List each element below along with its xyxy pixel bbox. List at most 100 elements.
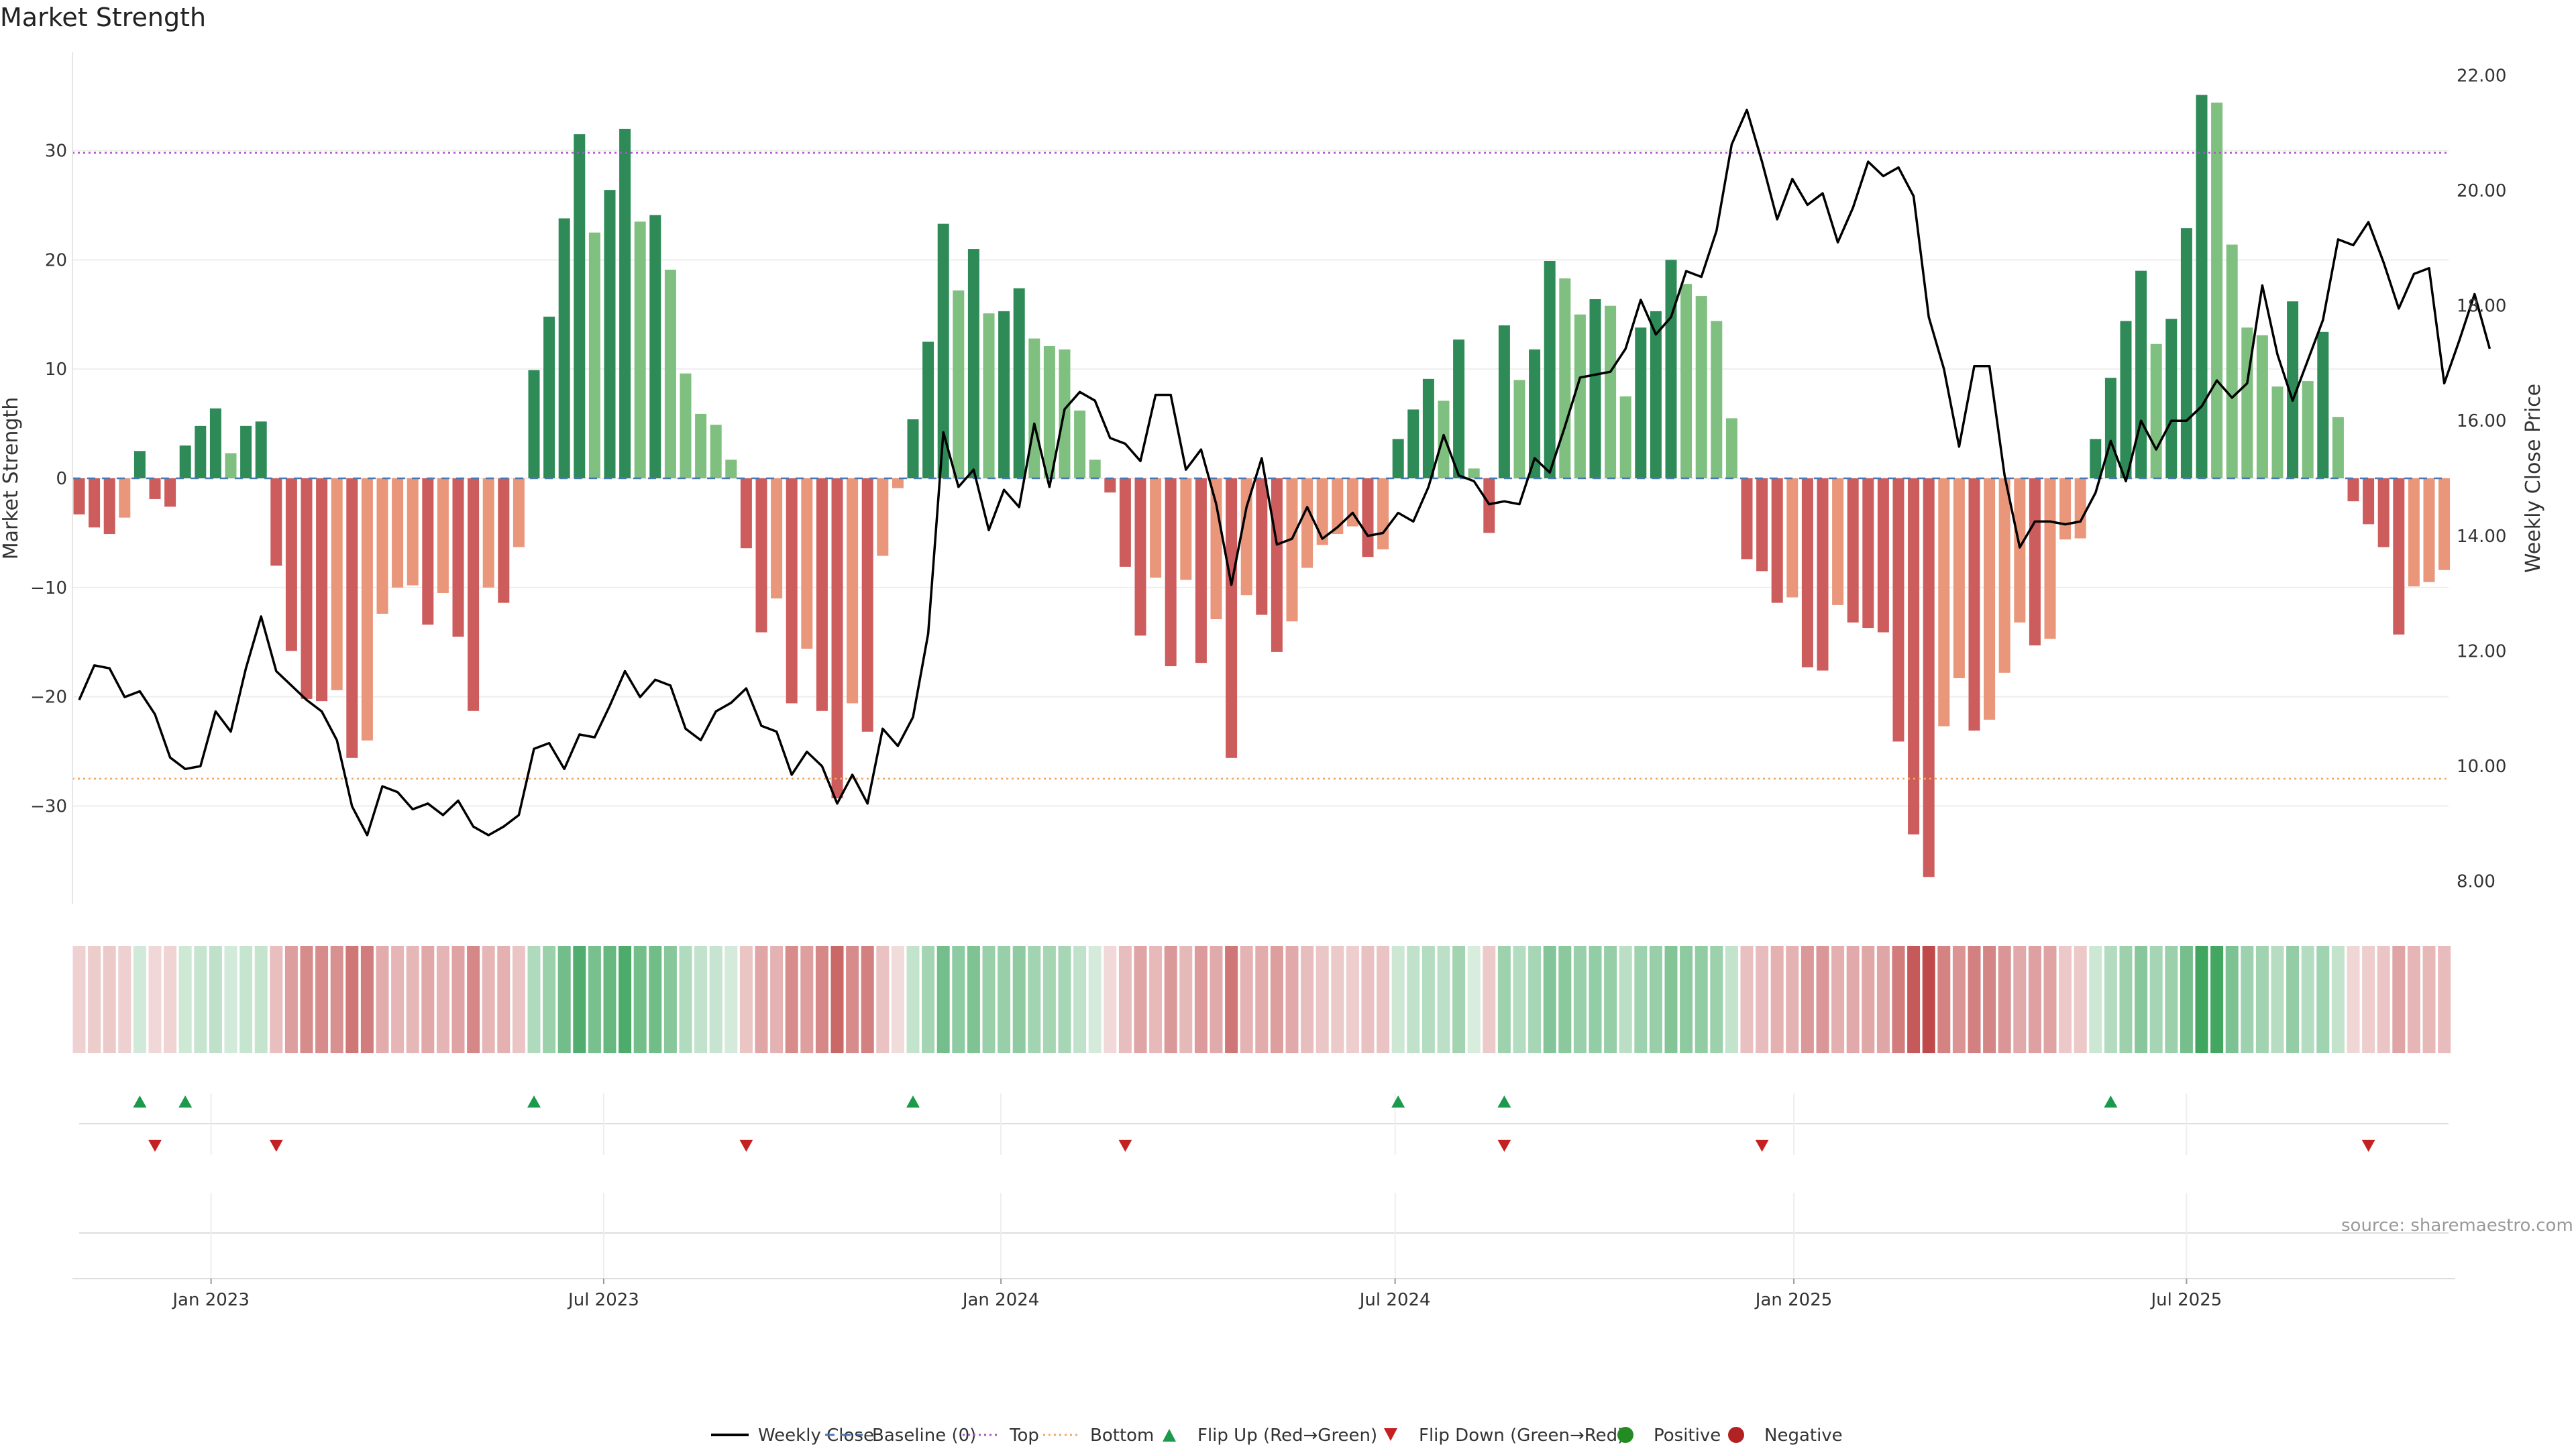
y2-tick-label: 8.00: [2457, 872, 2496, 892]
legend-item: Negative: [1728, 1426, 1843, 1446]
strength-bar: [1725, 418, 1737, 478]
strength-bar: [195, 425, 207, 478]
strength-bar: [1013, 288, 1025, 478]
heat-cell: [1467, 946, 1481, 1053]
heat-cell: [2331, 946, 2345, 1053]
strength-bar: [285, 478, 297, 651]
heat-cell: [936, 946, 950, 1053]
strength-bar: [1468, 468, 1480, 478]
strength-bar: [680, 373, 692, 478]
heat-cell: [1042, 946, 1056, 1053]
heat-cell: [1907, 946, 1921, 1053]
heat-cell: [1073, 946, 1087, 1053]
heat-cell: [239, 946, 253, 1053]
strength-bar: [725, 460, 737, 478]
strength-bar: [1119, 478, 1131, 567]
heat-cell: [1589, 946, 1602, 1053]
strength-bar: [1195, 478, 1207, 663]
y-tick-label: −10: [30, 578, 67, 598]
strength-bar: [2287, 301, 2299, 478]
heat-cell: [2013, 946, 2027, 1053]
heat-cell: [1361, 946, 1375, 1053]
strength-bar: [407, 478, 419, 586]
strength-bar: [1256, 478, 1268, 615]
heat-cell: [300, 946, 313, 1053]
heat-cell: [2241, 946, 2254, 1053]
heat-cell: [2392, 946, 2406, 1053]
y-axis-label: Market Strength: [0, 397, 23, 559]
strength-bar: [1028, 338, 1040, 478]
strength-bars: [73, 95, 2451, 877]
strength-bar: [2347, 478, 2359, 502]
x-tick-label: Jan 2025: [1754, 1290, 1833, 1310]
strength-bar: [1529, 349, 1541, 478]
strength-bar: [588, 232, 600, 478]
flip-markers: [79, 1093, 2449, 1278]
strength-bar: [2363, 478, 2375, 525]
heat-cell: [270, 946, 283, 1053]
heat-cell: [663, 946, 677, 1053]
legend-swatch-circle: [1728, 1427, 1744, 1443]
heat-cell: [1452, 946, 1466, 1053]
heat-cell: [2043, 946, 2057, 1053]
legend-label: Negative: [1764, 1426, 1843, 1446]
y-tick-label: 10: [45, 360, 67, 380]
heat-cell: [1680, 946, 1693, 1053]
legend-label: Bottom: [1090, 1426, 1154, 1446]
heat-cell: [1134, 946, 1147, 1053]
heat-cell: [72, 946, 86, 1053]
heat-cell: [724, 946, 738, 1053]
strength-bar: [209, 408, 221, 478]
strength-bar: [664, 270, 676, 478]
heat-cell: [1862, 946, 1875, 1053]
heat-cell: [709, 946, 722, 1053]
heat-cell: [1604, 946, 1617, 1053]
heat-cell: [284, 946, 298, 1053]
heat-cell: [543, 946, 556, 1053]
strength-bar: [1589, 299, 1601, 478]
strength-bar: [1316, 478, 1328, 545]
chart-title: Market Strength: [0, 3, 207, 32]
strength-bar: [558, 218, 570, 478]
strength-bar: [801, 478, 813, 649]
heat-cell: [876, 946, 890, 1053]
x-axis: Jan 2023 Jul 2023 Jan 2024 Jul 2024 Jan 2025…: [72, 1278, 2455, 1310]
strength-bar: [468, 478, 480, 711]
right-axis: 8.00 10.00 12.00 14.00 16.00 18.00 20.00 22.00 W…: [2457, 66, 2545, 892]
heat-cell: [1513, 946, 1526, 1053]
strength-bar: [740, 478, 752, 549]
strength-bar: [1862, 478, 1874, 629]
strength-bar: [1559, 278, 1571, 478]
legend-label: Flip Up (Red→Green): [1197, 1426, 1377, 1446]
heat-cell: [376, 946, 389, 1053]
heat-cell: [2255, 946, 2269, 1053]
heat-cell: [1437, 946, 1450, 1053]
heat-cell: [998, 946, 1011, 1053]
strength-bar: [1240, 478, 1252, 596]
strength-bar: [1908, 478, 1920, 835]
y2-tick-label: 20.00: [2457, 181, 2506, 201]
legend-label: Flip Down (Green→Red): [1419, 1426, 1624, 1446]
heat-cell: [1876, 946, 1890, 1053]
heat-cell: [2149, 946, 2163, 1053]
heat-cell: [800, 946, 814, 1053]
legend-item: Positive: [1617, 1426, 1721, 1446]
heat-cell: [1634, 946, 1648, 1053]
heat-cell: [1846, 946, 1860, 1053]
strength-bar: [1938, 478, 1950, 727]
legend-item: Bottom: [1043, 1426, 1154, 1446]
strength-bar: [1438, 400, 1450, 478]
heat-cell: [1194, 946, 1208, 1053]
heat-cell: [1528, 946, 1542, 1053]
heat-cell: [451, 946, 465, 1053]
strength-bar: [2180, 228, 2192, 478]
flip-up-marker: [1391, 1095, 1405, 1108]
heat-cell: [1407, 946, 1420, 1053]
strength-bar: [543, 317, 555, 478]
heat-cell: [906, 946, 920, 1053]
heat-cell: [527, 946, 541, 1053]
flip-down-marker: [1755, 1140, 1769, 1152]
strength-bar: [1968, 478, 1980, 731]
legend-item: Baseline (0): [825, 1426, 976, 1446]
